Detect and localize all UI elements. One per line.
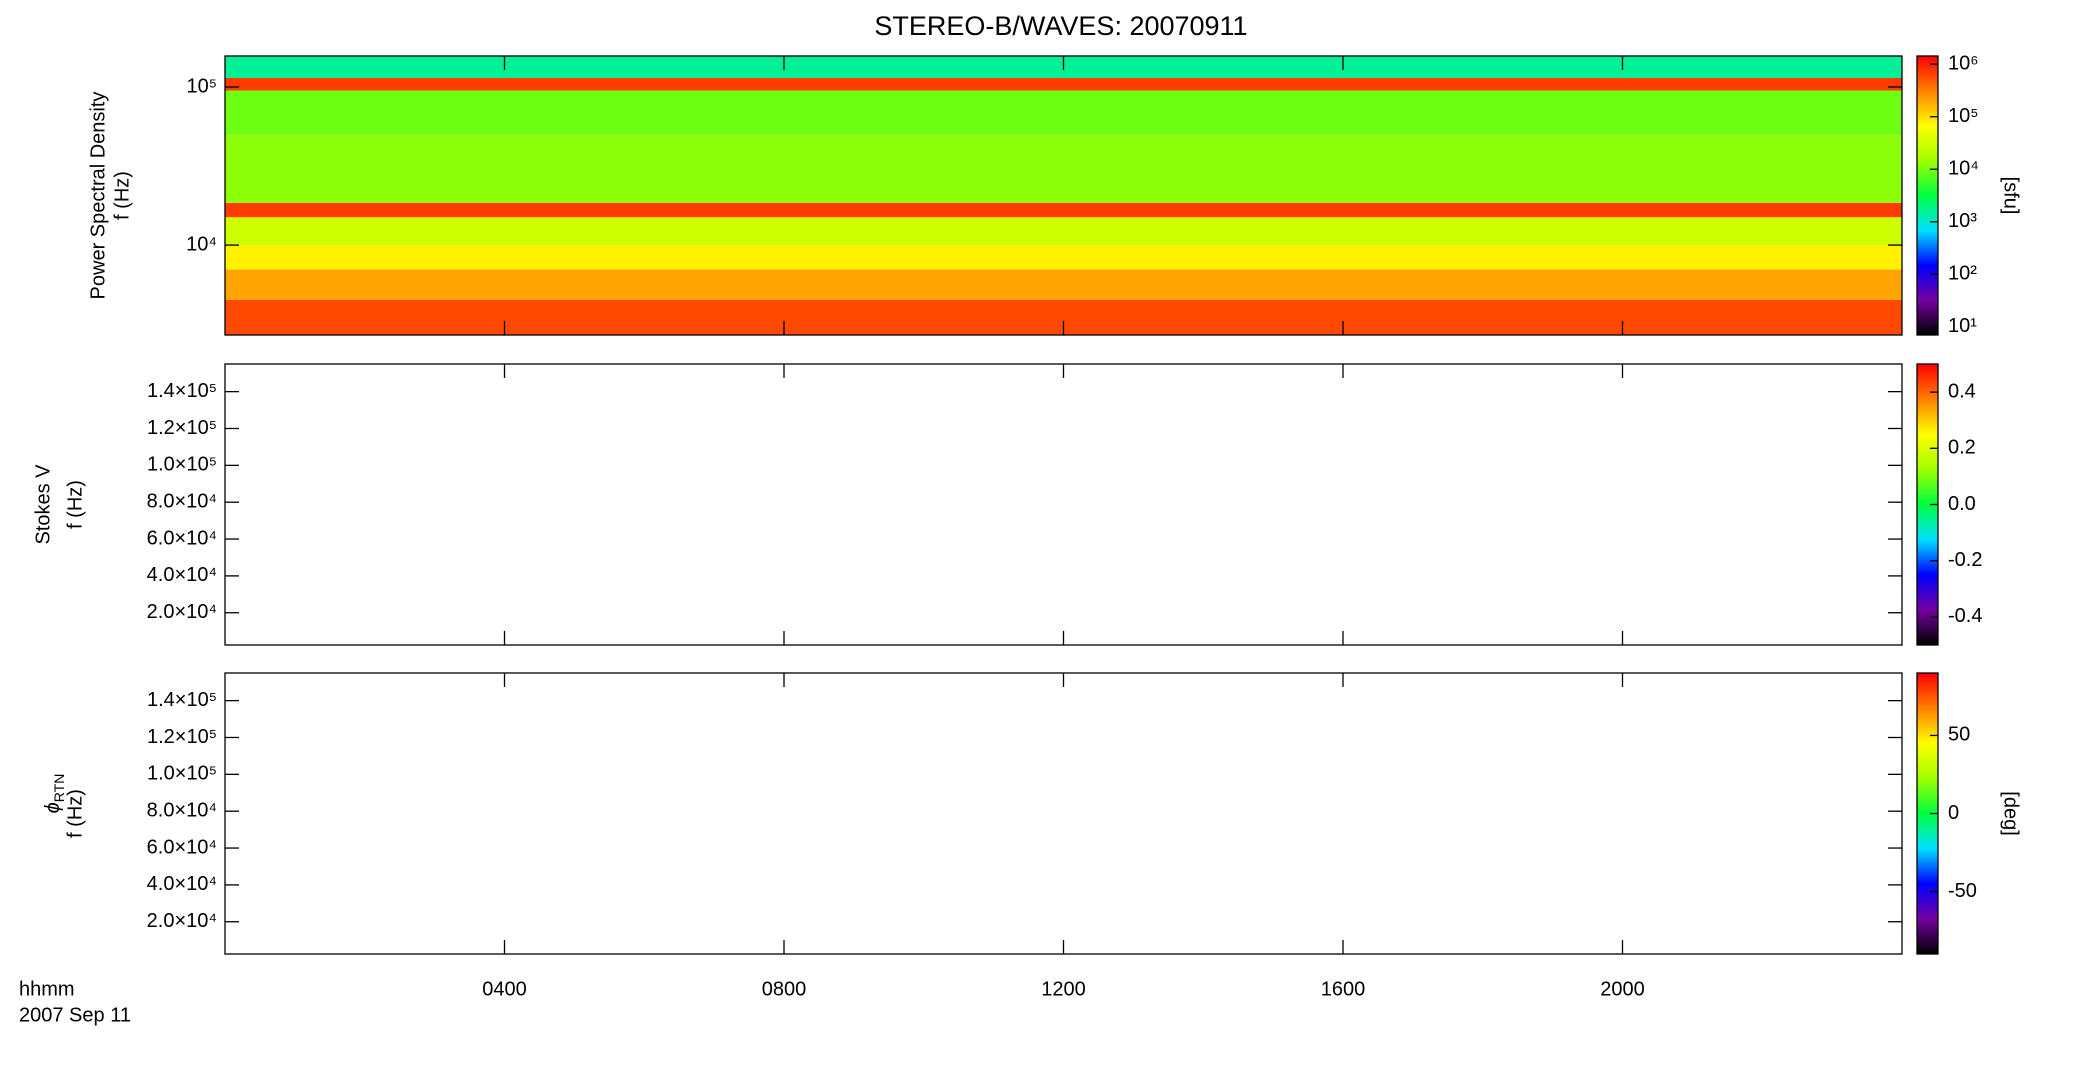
- y-axis-unit: f (Hz): [64, 789, 86, 838]
- colorbar-tick-label: -50: [1948, 880, 1977, 902]
- x-tick-label: 0400: [482, 978, 527, 1000]
- spectrogram-cell: [225, 134, 1902, 203]
- y-axis-label: Stokes V: [32, 464, 54, 545]
- colorbar-tick-label: 10³: [1948, 210, 1977, 232]
- plot-frame: [224, 363, 1903, 646]
- y-tick-label: 1.2×10⁵: [147, 726, 217, 748]
- colorbar-tick-label: 0.4: [1948, 380, 1976, 402]
- y-tick-label: 1.0×10⁵: [147, 454, 217, 476]
- y-tick-label: 1.4×10⁵: [147, 689, 217, 711]
- y-tick-label: 1.4×10⁵: [147, 380, 217, 402]
- y-tick-label: 1.2×10⁵: [147, 417, 217, 439]
- chart-title: STEREO-B/WAVES: 20070911: [874, 11, 1247, 41]
- y-tick-label: 4.0×10⁴: [147, 873, 217, 895]
- colorbar: [1916, 55, 1939, 336]
- y-axis-unit: f (Hz): [111, 171, 133, 220]
- spectrogram-cell: [225, 245, 1902, 270]
- spectrogram-cell: [225, 77, 1902, 91]
- y-tick-label: 6.0×10⁴: [147, 836, 217, 858]
- x-tick-label: 1200: [1041, 978, 1086, 1000]
- y-tick-label: 6.0×10⁴: [147, 527, 217, 549]
- colorbar-tick-label: 0.2: [1948, 437, 1976, 459]
- y-tick-label: 8.0×10⁴: [147, 490, 217, 512]
- spectrogram-cell: [225, 90, 1902, 135]
- colorbar-tick-label: 0: [1948, 802, 1959, 824]
- colorbar-tick-label: 50: [1948, 724, 1970, 746]
- x-axis-sublabel: 2007 Sep 11: [19, 1004, 131, 1026]
- y-tick-label: 8.0×10⁴: [147, 799, 217, 821]
- y-tick-label: 10⁵: [186, 75, 217, 97]
- x-tick-label: 2000: [1600, 978, 1645, 1000]
- x-axis-label: hhmm: [19, 978, 75, 1000]
- colorbar-tick-label: 10¹: [1948, 315, 1977, 337]
- x-tick-label: 0800: [762, 978, 807, 1000]
- y-axis-label: Power Spectral Density: [87, 92, 109, 300]
- y-tick-label: 10⁴: [186, 233, 217, 255]
- y-tick-label: 2.0×10⁴: [147, 601, 217, 623]
- colorbar-tick-label: -0.4: [1948, 605, 1982, 627]
- spectrogram-cell: [225, 217, 1902, 246]
- colorbar-label: [deg]: [2000, 791, 2022, 835]
- colorbar-tick-label: 10⁴: [1948, 158, 1979, 180]
- colorbar-label: [sfu]: [2000, 177, 2022, 215]
- y-axis-label-symbol: ϕ: [42, 802, 64, 813]
- spectrogram-cell: [225, 269, 1902, 300]
- y-axis-unit: f (Hz): [64, 480, 86, 529]
- y-axis-label-subscript: RTN: [51, 774, 67, 803]
- y-axis-label: ϕRTN: [42, 774, 66, 814]
- colorbar-tick-label: 0.0: [1948, 493, 1976, 515]
- colorbar-tick-label: 10⁶: [1948, 52, 1978, 74]
- colorbar-tick-label: 10²: [1948, 263, 1977, 285]
- colorbar-tick-label: -0.2: [1948, 549, 1982, 571]
- y-tick-label: 1.0×10⁵: [147, 763, 217, 785]
- colorbar-tick-label: 10⁵: [1948, 105, 1979, 127]
- y-tick-label: 4.0×10⁴: [147, 564, 217, 586]
- y-tick-label: 2.0×10⁴: [147, 910, 217, 932]
- spectrogram-cell: [225, 202, 1902, 218]
- x-tick-label: 1600: [1321, 978, 1366, 1000]
- plot-frame: [224, 672, 1903, 955]
